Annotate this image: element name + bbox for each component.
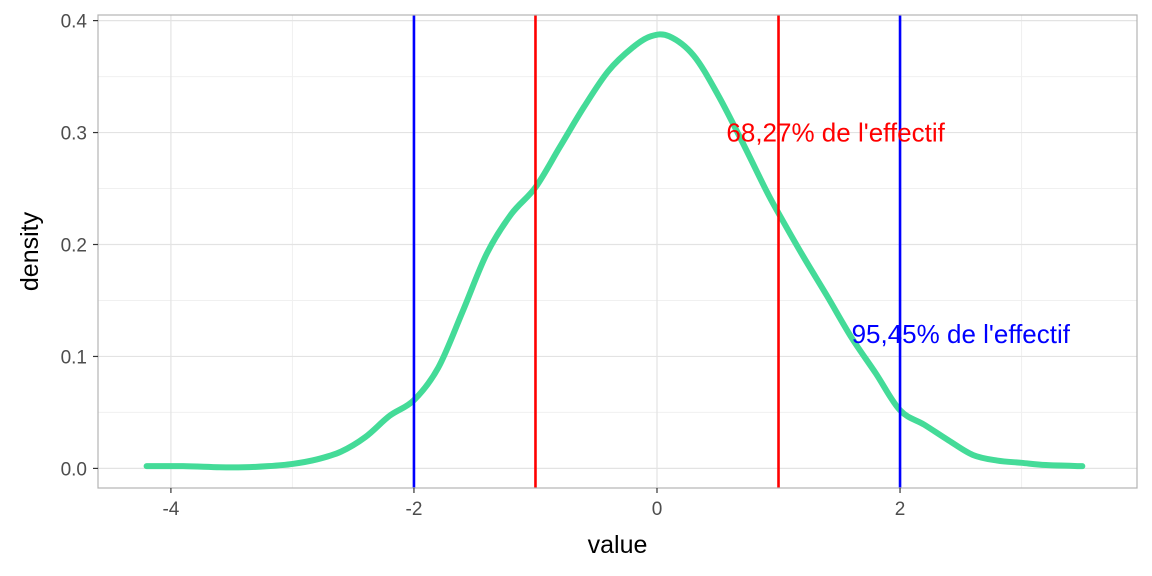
annotation-label: 68,27% de l'effectif (726, 118, 945, 148)
y-tick-label: 0.4 (61, 12, 88, 33)
x-tick-label: 2 (895, 499, 906, 520)
x-tick-label: 0 (652, 499, 663, 520)
x-axis-title: value (588, 531, 648, 559)
density-curve (143, 31, 1086, 471)
y-tick-label: 0.0 (61, 459, 87, 480)
x-tick-label: -4 (162, 499, 179, 520)
y-tick-label: 0.2 (61, 236, 87, 257)
x-axis: -4 -2 0 2 (162, 488, 905, 520)
panel-border (97, 14, 1138, 489)
annotations: 68,27% de l'effectif 95,45% de l'effectif (726, 118, 1070, 350)
grid-minor (98, 15, 1137, 488)
reference-lines (412, 15, 902, 488)
y-axis: 0.0 0.1 0.2 0.3 0.4 (61, 12, 98, 480)
x-tick-label: -2 (406, 499, 423, 520)
y-tick-label: 0.1 (61, 347, 87, 368)
density-series (143, 31, 1086, 471)
annotation-label: 95,45% de l'effectif (852, 319, 1071, 349)
y-tick-label: 0.3 (61, 124, 87, 145)
grid-major (98, 15, 1137, 488)
y-axis-title: density (16, 211, 44, 291)
